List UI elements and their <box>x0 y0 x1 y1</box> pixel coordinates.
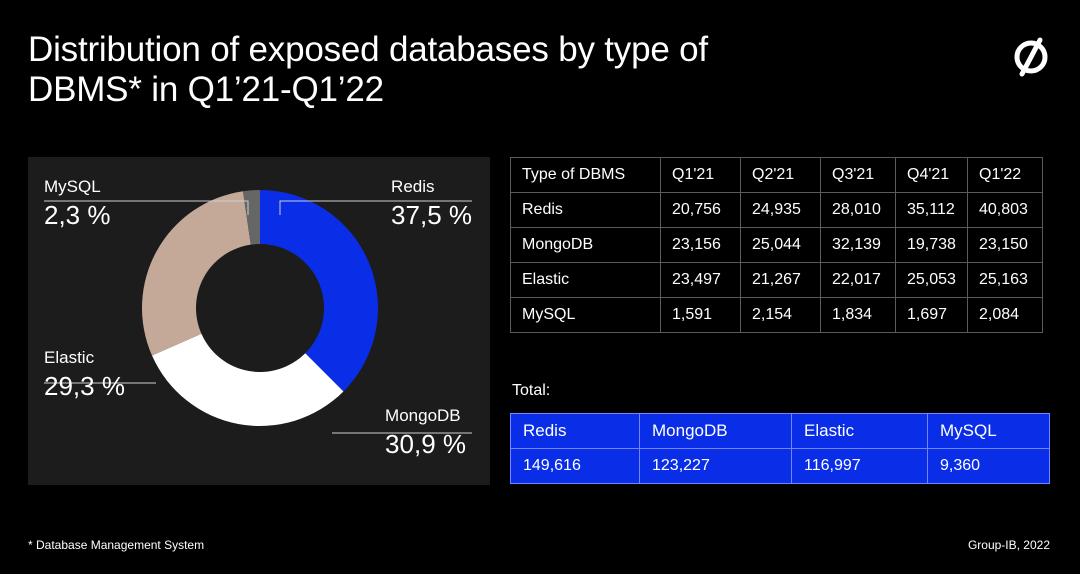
label-mysql: MySQL 2,3 % <box>44 177 111 231</box>
donut-chart-panel: MySQL 2,3 % Redis 37,5 % Elastic 29,3 % … <box>28 157 490 485</box>
label-mongodb: MongoDB 30,9 % <box>385 406 466 460</box>
table-cell: 19,738 <box>895 227 968 263</box>
table-row: MySQL 1,591 2,154 1,834 1,697 2,084 <box>510 297 1043 333</box>
page-title: Distribution of exposed databases by typ… <box>28 30 708 109</box>
table-cell: 20,756 <box>660 192 741 228</box>
quarterly-table: Type of DBMS Q1'21 Q2'21 Q3'21 Q4'21 Q1'… <box>510 157 1043 333</box>
credit: Group-IB, 2022 <box>967 538 1050 552</box>
table-cell: 22,017 <box>820 262 896 298</box>
slice-percent: 37,5 % <box>391 200 472 230</box>
total-table: Redis MongoDB Elastic MySQL 149,616 123,… <box>510 413 1050 484</box>
table-cell: 23,497 <box>660 262 741 298</box>
total-value-row: 149,616 123,227 116,997 9,360 <box>510 448 1050 484</box>
table-row: Elastic 23,497 21,267 22,017 25,053 25,1… <box>510 262 1043 298</box>
table-header-cell: Q2'21 <box>740 157 821 193</box>
table-cell: MongoDB <box>510 227 661 263</box>
table-cell: MySQL <box>510 297 661 333</box>
table-cell: 28,010 <box>820 192 896 228</box>
total-value-cell: 123,227 <box>639 448 792 484</box>
table-header-cell: Q4'21 <box>895 157 968 193</box>
total-value-cell: 116,997 <box>791 448 928 484</box>
leader-line-redis <box>279 200 472 215</box>
label-redis: Redis 37,5 % <box>391 177 472 231</box>
slice-name: Elastic <box>44 348 95 367</box>
table-cell: 2,154 <box>740 297 821 333</box>
table-header-cell: Q1'22 <box>967 157 1043 193</box>
total-header-cell: MongoDB <box>639 413 792 449</box>
donut-slice-redis <box>260 190 378 392</box>
donut-slice-mysql <box>243 190 260 245</box>
slice-name: Redis <box>391 177 435 196</box>
table-cell: 25,053 <box>895 262 968 298</box>
group-ib-logo-icon <box>1014 37 1048 77</box>
table-header-row: Type of DBMS Q1'21 Q2'21 Q3'21 Q4'21 Q1'… <box>510 157 1043 193</box>
donut-chart <box>44 190 472 434</box>
table-cell: Elastic <box>510 262 661 298</box>
slice-name: MySQL <box>44 177 101 196</box>
table-row: MongoDB 23,156 25,044 32,139 19,738 23,1… <box>510 227 1043 263</box>
total-table-container: Redis MongoDB Elastic MySQL 149,616 123,… <box>510 413 1050 484</box>
donut-slice-mongodb <box>152 333 344 426</box>
total-header-cell: Elastic <box>791 413 928 449</box>
total-header-row: Redis MongoDB Elastic MySQL <box>510 413 1050 449</box>
table-cell: 40,803 <box>967 192 1043 228</box>
table-row: Redis 20,756 24,935 28,010 35,112 40,803 <box>510 192 1043 228</box>
slice-percent: 29,3 % <box>44 371 125 401</box>
table-cell: 32,139 <box>820 227 896 263</box>
total-label: Total: <box>512 382 551 399</box>
table-cell: 23,156 <box>660 227 741 263</box>
table-cell: 1,834 <box>820 297 896 333</box>
slice-name: MongoDB <box>385 406 461 425</box>
footnote: * Database Management System <box>28 538 205 552</box>
donut-slice-elastic <box>142 191 251 356</box>
total-header-cell: MySQL <box>927 413 1050 449</box>
slice-percent: 2,3 % <box>44 200 111 230</box>
table-cell: 2,084 <box>967 297 1043 333</box>
label-elastic: Elastic 29,3 % <box>44 348 125 402</box>
table-header-cell: Q1'21 <box>660 157 741 193</box>
total-value-cell: 9,360 <box>927 448 1050 484</box>
table-cell: 1,591 <box>660 297 741 333</box>
table-cell: 1,697 <box>895 297 968 333</box>
slice-percent: 30,9 % <box>385 429 466 459</box>
table-cell: 21,267 <box>740 262 821 298</box>
table-cell: 25,044 <box>740 227 821 263</box>
table-header-cell: Q3'21 <box>820 157 896 193</box>
quarterly-table-container: Type of DBMS Q1'21 Q2'21 Q3'21 Q4'21 Q1'… <box>510 157 1043 333</box>
total-header-cell: Redis <box>510 413 640 449</box>
leader-line-mysql <box>44 200 249 215</box>
table-cell: 35,112 <box>895 192 968 228</box>
table-cell: Redis <box>510 192 661 228</box>
table-header-cell: Type of DBMS <box>510 157 661 193</box>
table-cell: 24,935 <box>740 192 821 228</box>
total-value-cell: 149,616 <box>510 448 640 484</box>
table-cell: 25,163 <box>967 262 1043 298</box>
table-cell: 23,150 <box>967 227 1043 263</box>
